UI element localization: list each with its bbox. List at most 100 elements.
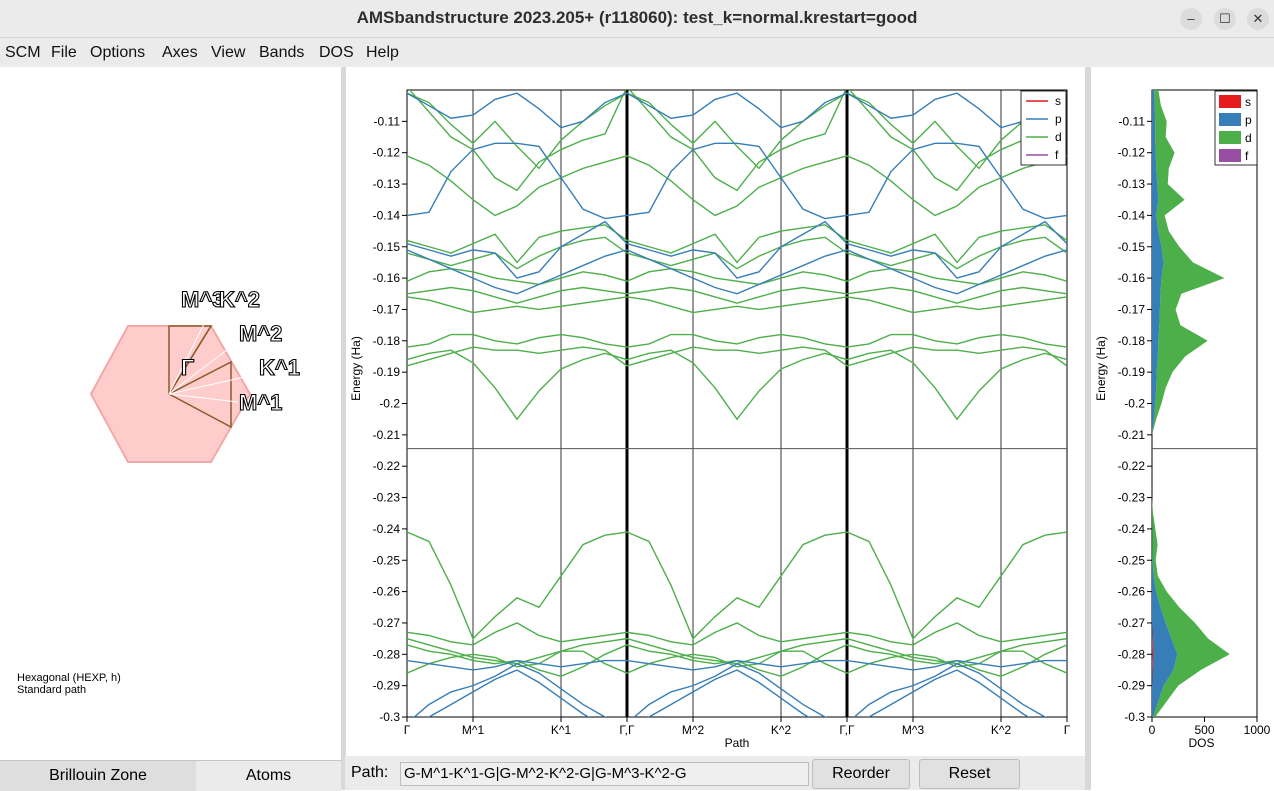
reset-button[interactable]: Reset [919, 759, 1020, 789]
bz-label-k1: K^1 [259, 355, 300, 380]
menu-view[interactable]: View [211, 44, 246, 61]
dos-legend-swatch-s [1219, 95, 1241, 108]
dos-x-tick-label: 500 [1194, 723, 1214, 737]
band-y-tick-label: -0.11 [374, 114, 401, 128]
bz-label-m3: M^3 [181, 287, 224, 312]
bz-label-leaders [168, 305, 259, 403]
tab-atoms[interactable]: Atoms [196, 760, 341, 791]
dos-y-tick-label: -0.24 [1118, 522, 1146, 536]
band-x-tick-label: Γ,Γ [839, 723, 855, 737]
window-title: AMSbandstructure 2023.205+ (r118060): te… [356, 8, 918, 27]
band-d [407, 286, 1067, 304]
dos-legend-swatch-d [1219, 131, 1241, 144]
band-d [407, 650, 1067, 674]
menu-help[interactable]: Help [366, 44, 399, 61]
band-d [407, 155, 1067, 217]
band-legend-label-d: d [1055, 130, 1062, 144]
band-y-tick-label: -0.17 [373, 302, 401, 316]
band-y-tick-label: -0.19 [373, 365, 401, 379]
band-axes-frame [406, 89, 1068, 718]
band-legend [1020, 90, 1067, 166]
menu-axes[interactable]: Axes [162, 44, 198, 61]
dos-y-tick-label: -0.13 [1118, 177, 1146, 191]
maximize-button[interactable]: ☐ [1214, 8, 1236, 30]
dos-y-tick-label: -0.3 [1124, 710, 1145, 724]
bz-labels: M^3 K^2 M^2 Γ K^1 M^1 [180, 286, 300, 415]
band-y-tick-label: -0.26 [373, 585, 401, 599]
dos-area-d [1152, 90, 1230, 717]
reorder-button[interactable]: Reorder [812, 759, 910, 789]
band-x-tick-label: K^2 [991, 723, 1012, 737]
band-p [407, 249, 1067, 295]
dos-area-s [1152, 90, 1154, 717]
band-d [408, 90, 1067, 192]
band-p [407, 92, 1067, 129]
band-d [407, 622, 1067, 646]
band-y-tick-label: -0.3 [379, 710, 400, 724]
menu-dos[interactable]: DOS [319, 44, 354, 61]
path-info: Standard path [17, 684, 87, 696]
menu-options[interactable]: Options [90, 44, 146, 61]
path-label: Path: [351, 764, 389, 781]
menu-scm[interactable]: SCM [5, 44, 41, 61]
dos-y-tick-label: -0.27 [1118, 616, 1146, 630]
band-p [407, 142, 1067, 220]
bz-label-k2: K^2 [219, 287, 260, 312]
dos-y-tick-label: -0.28 [1118, 647, 1146, 661]
band-y-tick-label: -0.22 [373, 459, 401, 473]
tab-brillouin-zone[interactable]: Brillouin Zone [0, 760, 196, 791]
dos-y-tick-label: -0.26 [1118, 585, 1146, 599]
dos-y-tick-label: -0.14 [1118, 208, 1146, 222]
band-y-tick-label: -0.14 [373, 208, 401, 222]
band-x-tick-label: Γ [1064, 723, 1071, 737]
band-x-tick-label: M^1 [462, 723, 485, 737]
menu-bar: SCM File Options Axes View Bands DOS Hel… [0, 38, 1274, 67]
title-bar: AMSbandstructure 2023.205+ (r118060): te… [0, 0, 1274, 38]
band-x-tick-label: K^1 [551, 723, 572, 737]
band-x-tick-label: M^3 [902, 723, 925, 737]
band-legend-label-s: s [1055, 94, 1061, 108]
band-y-tick-label: -0.18 [373, 334, 401, 348]
band-d [407, 224, 1067, 264]
menu-file[interactable]: File [51, 44, 77, 61]
dos-legend-swatch-p [1219, 113, 1241, 126]
path-input[interactable]: G-M^1-K^1-G|G-M^2-K^2-G|G-M^3-K^2-G [400, 762, 809, 786]
band-y-tick-label: -0.21 [373, 428, 401, 442]
close-button[interactable]: ✕ [1247, 8, 1269, 30]
band-y-tick-label: -0.27 [373, 616, 401, 630]
bz-path [168, 325, 232, 429]
dos-y-tick-label: -0.2 [1124, 397, 1145, 411]
band-y-tick-label: -0.29 [373, 679, 401, 693]
menu-bands[interactable]: Bands [259, 44, 305, 61]
dos-y-tick-label: -0.21 [1118, 428, 1146, 442]
splitter-right[interactable] [1085, 67, 1091, 790]
dos-plot[interactable]: -0.11 -0.12 -0.13 -0.14 -0.15 -0.16 -0.17 -0.18… [1091, 67, 1274, 790]
band-x-tick-label: K^2 [771, 723, 792, 737]
dos-y-tick-label: -0.29 [1118, 679, 1146, 693]
dos-x-tick-label: 1000 [1244, 723, 1271, 737]
dos-legend-label-p: p [1245, 113, 1252, 127]
band-d [407, 267, 1067, 286]
band-legend-label-f: f [1055, 148, 1059, 162]
dos-y-label: Energy (Ha) [1094, 336, 1108, 401]
dos-y-tick-label: -0.25 [1118, 553, 1146, 567]
brillouin-zone-view[interactable]: M^3 K^2 M^2 Γ K^1 M^1 [0, 67, 341, 757]
band-x-tick-label: Γ [404, 723, 411, 737]
band-d [407, 296, 1067, 314]
band-x-tick-label: Γ,Γ [619, 723, 635, 737]
band-d [407, 92, 1067, 170]
band-y-label: Energy (Ha) [349, 336, 363, 401]
dos-legend-label-d: d [1245, 131, 1252, 145]
band-y-tick-label: -0.16 [373, 271, 401, 285]
band-y-tick-label: -0.25 [373, 553, 401, 567]
bz-label-gamma: Γ [181, 355, 194, 380]
dos-areas [1152, 90, 1230, 717]
band-lines [407, 90, 1067, 717]
minimize-button[interactable]: – [1180, 8, 1202, 30]
dos-area-p [1152, 90, 1178, 717]
dos-y-tick-label: -0.17 [1118, 302, 1146, 316]
band-structure-plot[interactable]: Γ M^1 K^1 Γ,Γ M^2 K^2 Γ,Γ M^3 K^2 Γ -0.11 -0.12 -0.1… [346, 67, 1085, 756]
band-d [407, 349, 1067, 421]
band-d [407, 236, 1067, 270]
splitter-left[interactable] [341, 67, 346, 790]
